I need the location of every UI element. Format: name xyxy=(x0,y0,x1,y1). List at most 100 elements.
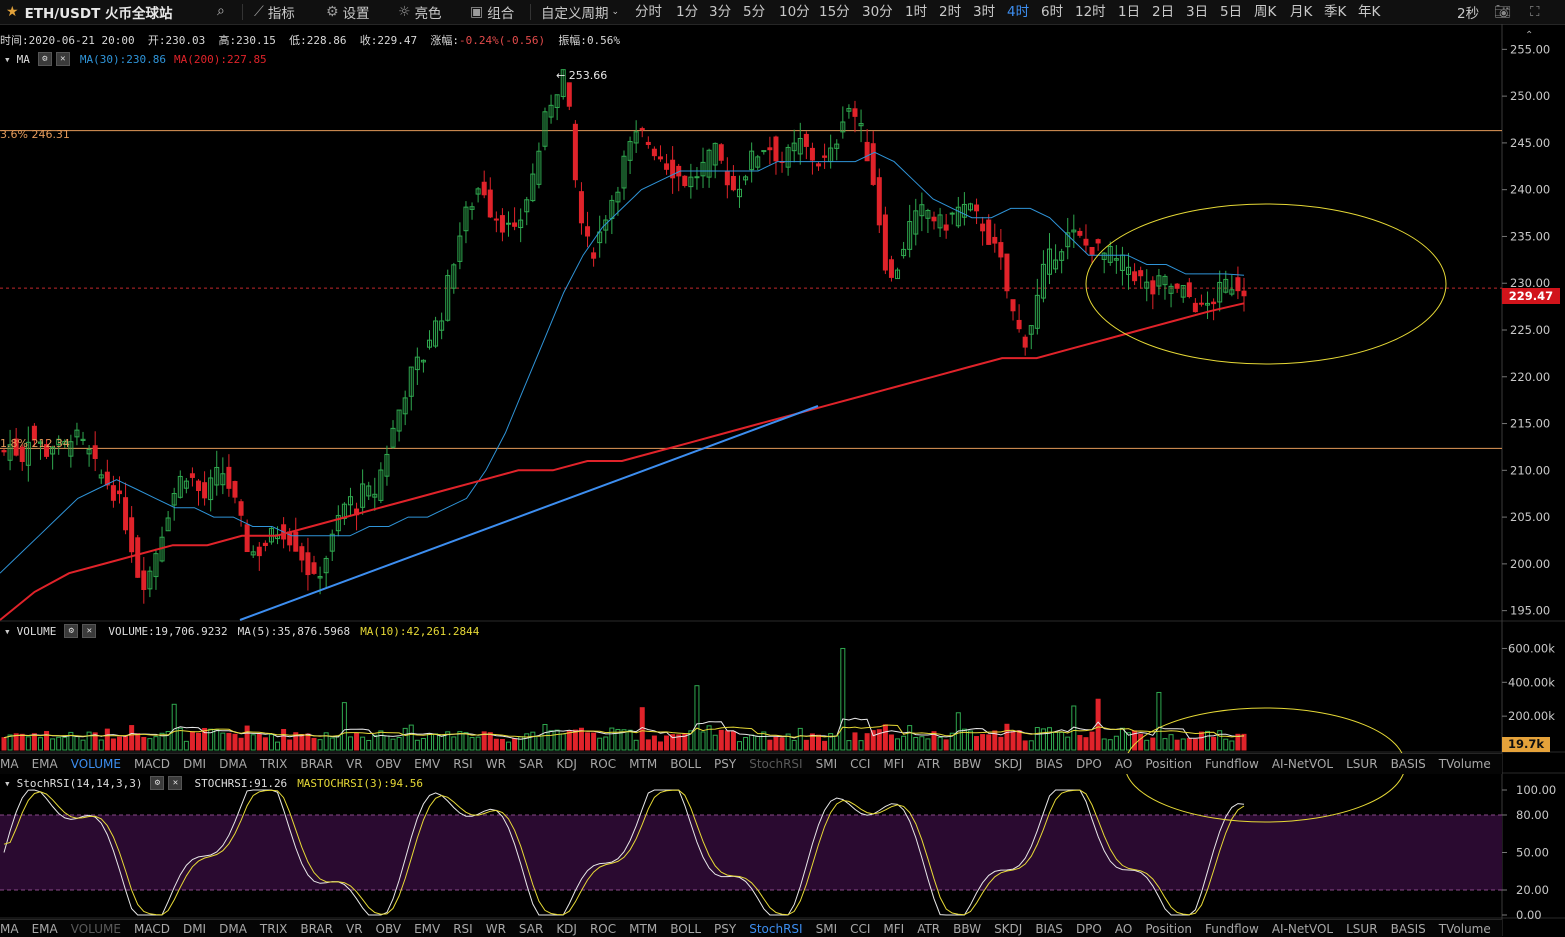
indicator-tab[interactable]: MFI xyxy=(883,921,905,936)
indicator-tab[interactable]: VR xyxy=(345,757,363,771)
settings-button[interactable]: ⚙ 设置 xyxy=(326,4,370,22)
indicator-tab[interactable]: RSI xyxy=(453,757,473,771)
camera-icon[interactable]: 📷︎ xyxy=(1494,4,1512,20)
indicator-tab[interactable]: SAR xyxy=(518,757,544,771)
indicator-tab[interactable]: BIAS xyxy=(1035,757,1063,771)
indicator-tab[interactable]: ROC xyxy=(589,921,617,936)
indicator-tab[interactable]: MFI xyxy=(883,757,905,771)
indicator-tab[interactable]: DMA xyxy=(219,921,247,936)
timeframe-tab[interactable]: 月K xyxy=(1290,4,1313,20)
indicator-tab[interactable]: RSI xyxy=(453,921,473,936)
indicator-tab[interactable]: DMI xyxy=(182,921,207,936)
indicator-tab[interactable]: LSUR xyxy=(1346,921,1378,936)
indicator-tab[interactable]: StochRSI xyxy=(749,921,803,936)
indicator-tab[interactable]: PSY xyxy=(714,757,737,771)
timeframe-tab[interactable]: 3时 xyxy=(973,4,996,20)
indicator-tab[interactable]: MA xyxy=(0,757,19,771)
indicator-tab[interactable]: EMV xyxy=(414,757,441,771)
indicator-tab[interactable]: BASIS xyxy=(1390,757,1426,771)
indicator-tab[interactable]: MACD xyxy=(133,757,170,771)
indicator-tab[interactable]: MA xyxy=(0,921,19,936)
indicator-tab[interactable]: BBW xyxy=(953,921,982,936)
refresh-interval[interactable]: 2秒 xyxy=(1457,6,1480,22)
indicator-tab[interactable]: DMA xyxy=(219,757,247,771)
indicator-tab[interactable]: VOLUME xyxy=(70,757,121,771)
indicator-tab[interactable]: CCI xyxy=(850,757,871,771)
timeframe-tab[interactable]: 2时 xyxy=(939,4,962,20)
search-icon[interactable]: ⌕ xyxy=(217,3,225,19)
gear-icon[interactable]: ⚙ xyxy=(37,52,52,66)
timeframe-tab[interactable]: 1时 xyxy=(905,4,928,20)
indicator-tab[interactable]: WR xyxy=(485,757,506,771)
indicator-tab[interactable]: ATR xyxy=(917,921,941,936)
indicator-tab[interactable]: SAR xyxy=(518,921,544,936)
indicator-tab[interactable]: BRAR xyxy=(300,757,333,771)
custom-period-dropdown[interactable]: 自定义周期 ⌄ xyxy=(541,6,620,22)
indicator-tab[interactable]: StochRSI xyxy=(749,757,803,771)
gear-icon[interactable]: ⚙ xyxy=(150,776,165,790)
favorite-star-icon[interactable]: ★ xyxy=(6,4,19,20)
fullscreen-icon[interactable]: ⛶ xyxy=(1530,4,1540,20)
timeframe-tab[interactable]: 1分 xyxy=(676,4,699,20)
indicator-tab[interactable]: SKDJ xyxy=(994,921,1023,936)
indicator-tab[interactable]: VOLUME xyxy=(70,921,121,936)
indicator-tab[interactable]: LSUR xyxy=(1346,757,1378,771)
indicator-tab[interactable]: EMA xyxy=(31,921,58,936)
indicator-tab[interactable]: OBV xyxy=(375,921,402,936)
indicator-tab[interactable]: OBV xyxy=(375,757,402,771)
indicator-tab[interactable]: Fundflow xyxy=(1205,921,1259,936)
indicator-tab[interactable]: KDJ xyxy=(556,921,577,936)
indicator-tab[interactable]: TRIX xyxy=(259,921,288,936)
timeframe-tab[interactable]: 周K xyxy=(1254,4,1277,20)
indicator-tab[interactable]: AI-NetVOL xyxy=(1271,921,1334,936)
close-icon[interactable]: ✕ xyxy=(168,776,183,790)
theme-button[interactable]: ☼ 亮色 xyxy=(398,4,442,22)
indicator-tab[interactable]: BASIS xyxy=(1390,921,1426,936)
timeframe-tab[interactable]: 12时 xyxy=(1075,4,1106,20)
timeframe-tab[interactable]: 年K xyxy=(1358,4,1381,20)
timeframe-tab[interactable]: 2日 xyxy=(1152,4,1175,20)
indicator-tab[interactable]: SMI xyxy=(815,921,838,936)
indicator-tab[interactable]: BBW xyxy=(953,757,982,771)
indicator-tab[interactable]: DMI xyxy=(182,757,207,771)
indicator-tab[interactable]: TVolume xyxy=(1438,921,1491,936)
indicator-tab[interactable]: Position xyxy=(1145,757,1193,771)
indicator-tab[interactable]: PSY xyxy=(714,921,737,936)
timeframe-tab[interactable]: 10分 xyxy=(779,4,810,20)
timeframe-tab[interactable]: 5分 xyxy=(743,4,766,20)
indicator-tab[interactable]: BOLL xyxy=(670,757,702,771)
indicator-tab[interactable]: BOLL xyxy=(670,921,702,936)
timeframe-tab[interactable]: 3分 xyxy=(709,4,732,20)
indicator-tab[interactable]: Fundflow xyxy=(1205,757,1259,771)
indicator-tab[interactable]: WR xyxy=(485,921,506,936)
indicator-tab[interactable]: MTM xyxy=(629,921,658,936)
indicator-tab[interactable]: BRAR xyxy=(300,921,333,936)
indicator-tab[interactable]: SKDJ xyxy=(994,757,1023,771)
indicator-tab[interactable]: SMI xyxy=(815,757,838,771)
indicator-tab[interactable]: VR xyxy=(345,921,363,936)
timeframe-tab[interactable]: 15分 xyxy=(819,4,850,20)
indicator-tab[interactable]: ATR xyxy=(917,757,941,771)
indicator-tab[interactable]: KDJ xyxy=(556,757,577,771)
indicator-tab[interactable]: AI-NetVOL xyxy=(1271,757,1334,771)
indicators-button[interactable]: ⟋ 指标 xyxy=(254,4,295,22)
indicator-tab[interactable]: EMA xyxy=(31,757,58,771)
timeframe-tab[interactable]: 4时 xyxy=(1007,4,1030,20)
indicator-tab[interactable]: AO xyxy=(1114,757,1133,771)
indicator-tab[interactable]: AO xyxy=(1114,921,1133,936)
indicator-tab[interactable]: MACD xyxy=(133,921,170,936)
indicator-tab[interactable]: Position xyxy=(1145,921,1193,936)
indicator-tab[interactable]: TRIX xyxy=(259,757,288,771)
indicator-tab[interactable]: EMV xyxy=(414,921,441,936)
indicator-tab[interactable]: TVolume xyxy=(1438,757,1491,771)
timeframe-tab[interactable]: 季K xyxy=(1324,4,1347,20)
timeframe-tab[interactable]: 1日 xyxy=(1118,4,1141,20)
close-icon[interactable]: ✕ xyxy=(55,52,70,66)
indicator-tab[interactable]: MTM xyxy=(629,757,658,771)
indicator-tab[interactable]: DPO xyxy=(1075,921,1102,936)
indicator-tab[interactable]: BIAS xyxy=(1035,921,1063,936)
timeframe-tab[interactable]: 分时 xyxy=(635,4,662,20)
timeframe-tab[interactable]: 5日 xyxy=(1220,4,1243,20)
collapse-icon[interactable]: ⌃ xyxy=(1525,30,1534,41)
timeframe-tab[interactable]: 6时 xyxy=(1041,4,1064,20)
